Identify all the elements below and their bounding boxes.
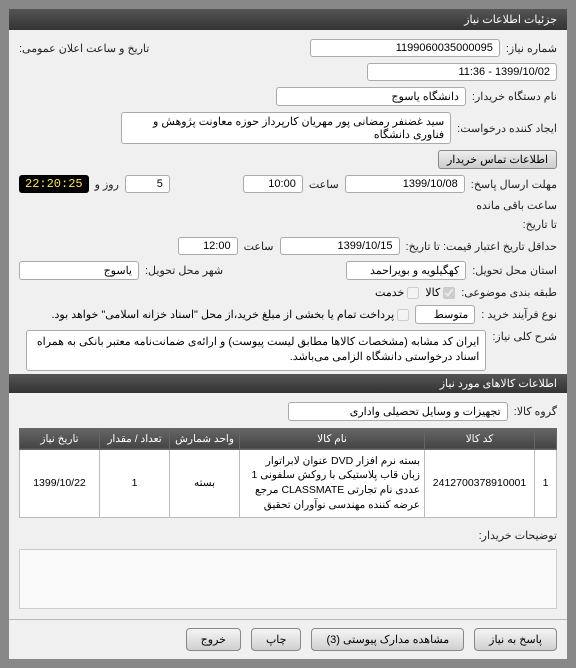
state-value: کهگیلویه و بویراحمد xyxy=(346,261,466,280)
exit-button[interactable]: خروج xyxy=(186,628,241,651)
col-name: نام کالا xyxy=(240,428,425,449)
buyer-notes-label: توضیحات خریدار: xyxy=(479,529,557,542)
table-row: 1 2412700378910001 بسته نرم افزار DVD عن… xyxy=(20,449,557,517)
days-left-value: 5 xyxy=(125,175,170,193)
reply-button[interactable]: پاسخ به نیاز xyxy=(474,628,557,651)
items-table: کد کالا نام کالا واحد شمارش تعداد / مقدا… xyxy=(19,428,557,518)
footer-buttons: پاسخ به نیاز مشاهده مدارک پیوستی (3) چاپ… xyxy=(9,619,567,659)
resp-date-value: 1399/10/08 xyxy=(345,175,465,193)
creator-value: سید غضنفر رمضانی پور مهریان کارپرداز حوز… xyxy=(121,112,451,144)
cell-idx: 1 xyxy=(535,449,557,517)
goods-checkbox-label: کالا xyxy=(425,286,440,299)
process-label: نوع فرآیند خرید : xyxy=(481,308,557,321)
col-code: کد کالا xyxy=(425,428,535,449)
service-checkbox-input xyxy=(407,287,419,299)
group-label: گروه کالا: xyxy=(514,405,557,418)
cat-label: طبقه بندی موضوعی: xyxy=(461,286,557,299)
req-no-value: 1199060035000095 xyxy=(310,39,500,57)
attach-button[interactable]: مشاهده مدارک پیوستی (3) xyxy=(311,628,464,651)
valid-date-value: 1399/10/15 xyxy=(280,237,400,255)
hour-label-2: ساعت xyxy=(244,240,274,253)
announce-label: تاریخ و ساعت اعلان عمومی: xyxy=(19,42,149,55)
announce-value: 1399/10/02 - 11:36 xyxy=(367,63,557,81)
org-label: نام دستگاه خریدار: xyxy=(472,90,557,103)
org-value: دانشگاه یاسوج xyxy=(276,87,466,106)
cell-date: 1399/10/22 xyxy=(20,449,100,517)
hour-label-1: ساعت xyxy=(309,178,339,191)
goods-checkbox[interactable]: کالا xyxy=(425,286,455,299)
service-checkbox-label: خدمت xyxy=(375,286,404,299)
contact-button[interactable]: اطلاعات تماس خریدار xyxy=(438,150,557,169)
cell-qty: 1 xyxy=(100,449,170,517)
items-header: اطلاعات کالاهای مورد نیاز xyxy=(9,374,567,393)
req-no-label: شماره نیاز: xyxy=(506,42,557,55)
goods-checkbox-input xyxy=(443,287,455,299)
creator-label: ایجاد کننده درخواست: xyxy=(457,122,557,135)
partial-note: پرداخت تمام یا بخشی از مبلغ خرید،از محل … xyxy=(51,308,394,321)
state-label: استان محل تحویل: xyxy=(472,264,557,277)
valid-label: حداقل تاریخ اعتبار قیمت: تا تاریخ: xyxy=(406,240,557,253)
main-panel: جزئیات اطلاعات نیاز شماره نیاز: 11990600… xyxy=(8,8,568,660)
col-unit: واحد شمارش xyxy=(170,428,240,449)
valid-hour-value: 12:00 xyxy=(178,237,238,255)
day-and-label: روز و xyxy=(95,178,119,191)
table-header-row: کد کالا نام کالا واحد شمارش تعداد / مقدا… xyxy=(20,428,557,449)
desc-value: ایران کد مشابه (مشخصات کالاها مطابق لیست… xyxy=(26,330,486,371)
countdown-timer: 22:20:25 xyxy=(19,175,89,193)
partial-checkbox-input xyxy=(397,309,409,321)
resp-hour-value: 10:00 xyxy=(243,175,303,193)
print-button[interactable]: چاپ xyxy=(251,628,302,651)
remain-label: ساعت باقی مانده xyxy=(476,199,557,212)
buyer-notes-area xyxy=(19,549,557,609)
service-checkbox[interactable]: خدمت xyxy=(375,286,419,299)
resp-deadline-label: مهلت ارسال پاسخ: xyxy=(471,178,557,191)
city-label: شهر محل تحویل: xyxy=(145,264,223,277)
col-qty: تعداد / مقدار xyxy=(100,428,170,449)
col-date: تاریخ نیاز xyxy=(20,428,100,449)
desc-label: شرح کلی نیاز: xyxy=(492,330,557,343)
cell-name: بسته نرم افزار DVD عنوان لابراتوار زبان … xyxy=(240,449,425,517)
panel-header: جزئیات اطلاعات نیاز xyxy=(9,9,567,30)
city-value: یاسوج xyxy=(19,261,139,280)
to-date-label: تا تاریخ: xyxy=(523,218,557,231)
group-value: تجهیزات و وسایل تحصیلی واداری xyxy=(288,402,508,421)
partial-checkbox[interactable]: پرداخت تمام یا بخشی از مبلغ خرید،از محل … xyxy=(51,308,409,321)
col-idx xyxy=(535,428,557,449)
cell-unit: بسته xyxy=(170,449,240,517)
cell-code: 2412700378910001 xyxy=(425,449,535,517)
process-value: متوسط xyxy=(415,305,475,324)
